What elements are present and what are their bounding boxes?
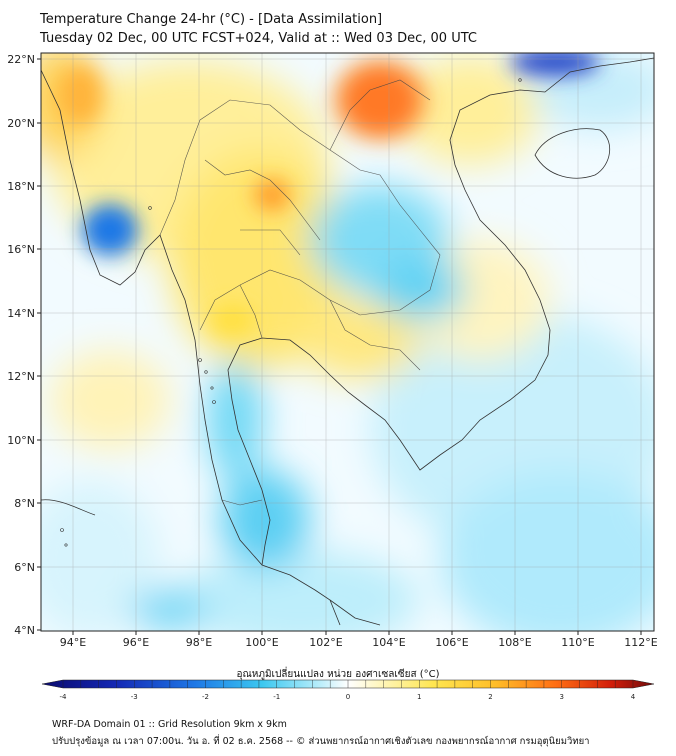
temperature-field: [41, 53, 654, 631]
lat-tick-label: 22°N: [7, 53, 35, 66]
colorbar-tick-label: -4: [60, 693, 68, 701]
map-title: Temperature Change 24-hr (°C) - [Data As…: [40, 12, 383, 27]
lon-tick-label: 112°E: [624, 636, 657, 649]
islands: [60, 78, 522, 547]
lat-tick-label: 14°N: [7, 307, 35, 320]
borders: [159, 79, 441, 506]
lat-tick-label: 10°N: [7, 434, 35, 447]
lat-tick-label: 12°N: [7, 370, 35, 383]
footer-credit: ปรับปรุงข้อมูล ณ เวลา 07:00น. วัน อ. ที่…: [52, 736, 590, 747]
lon-tick-label: 98°E: [186, 636, 212, 649]
lon-tick-label: 104°E: [372, 636, 405, 649]
lat-axis: 22°N 20°N 18°N 16°N 14°N 12°N 10°N 8°N 6…: [7, 53, 41, 637]
map-frame: [40, 52, 655, 632]
colorbar-tick-label: 1: [417, 693, 421, 701]
lat-tick-label: 20°N: [7, 117, 35, 130]
lon-tick-label: 110°E: [561, 636, 594, 649]
lat-tick-label: 4°N: [14, 624, 35, 637]
colorbar-tick-label: -3: [131, 693, 138, 701]
lon-tick-label: 96°E: [123, 636, 149, 649]
lon-tick-label: 108°E: [498, 636, 531, 649]
colorbar-tick-label: 2: [488, 693, 492, 701]
map-subtitle: Tuesday 02 Dec, 00 UTC FCST+024, Valid a…: [40, 31, 477, 46]
colorbar-tick-label: -1: [273, 693, 280, 701]
graticule: [41, 53, 654, 631]
coastlines: [41, 57, 654, 626]
colorbar-tick-label: 4: [631, 693, 636, 701]
lon-tick-label: 102°E: [309, 636, 342, 649]
lat-tick-label: 8°N: [14, 497, 35, 510]
colorbar: -4 -3 -2 -1 0 1 2 3 4: [41, 679, 655, 701]
lat-tick-label: 18°N: [7, 180, 35, 193]
lat-tick-label: 6°N: [14, 561, 35, 574]
lon-tick-label: 94°E: [60, 636, 86, 649]
lon-tick-label: 100°E: [245, 636, 278, 649]
lon-axis: 94°E 96°E 98°E 100°E 102°E 104°E 106°E 1…: [60, 631, 658, 649]
colorbar-tick-label: 3: [560, 693, 564, 701]
colorbar-tick-label: 0: [346, 693, 350, 701]
footer-model-info: WRF-DA Domain 01 :: Grid Resolution 9km …: [52, 719, 287, 730]
colorbar-label: อุณหภูมิเปลี่ยนแปลง หน่วย องศาเซลเซียส (…: [236, 669, 440, 680]
lon-tick-label: 106°E: [435, 636, 468, 649]
lat-tick-label: 16°N: [7, 243, 35, 256]
colorbar-tick-label: -2: [202, 693, 209, 701]
